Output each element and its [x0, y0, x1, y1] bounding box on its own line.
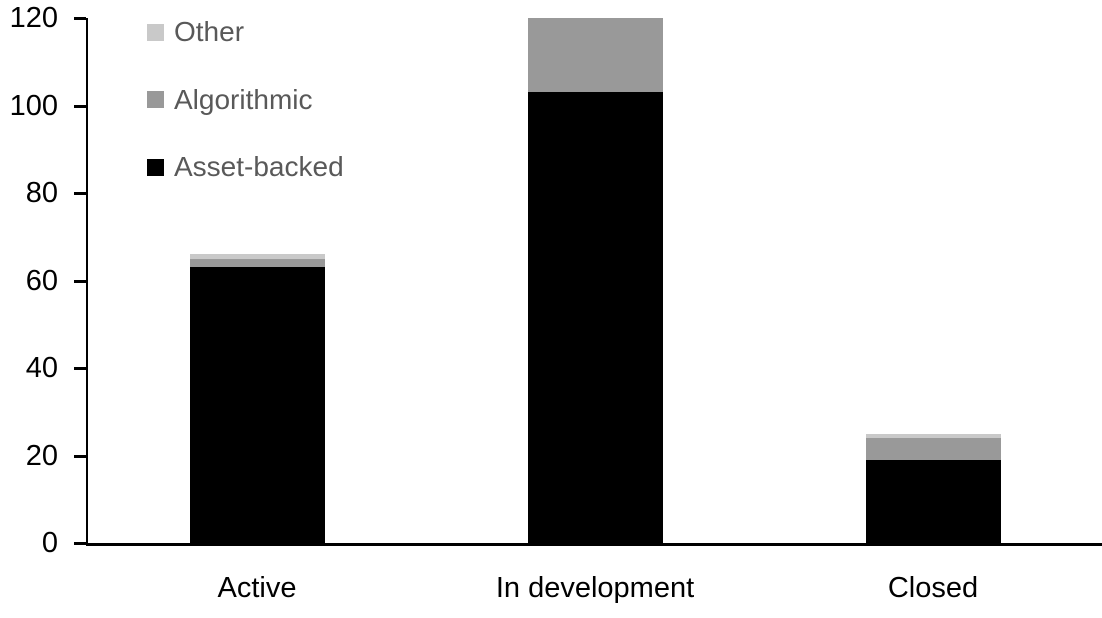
bar-segment-asset-backed [527, 92, 663, 543]
x-axis-category-label: Active [217, 572, 297, 604]
y-axis-tick-label: 80 [25, 177, 58, 209]
legend-item-algorithmic: Algorithmic [147, 83, 313, 115]
bar-segment-other [865, 433, 1001, 438]
y-axis-tick-mark [74, 454, 86, 458]
y-axis-tick-mark [74, 17, 86, 20]
bar-segment-algorithmic [189, 258, 325, 268]
legend-item-asset-backed: Asset-backed [147, 151, 344, 182]
x-axis-line [86, 543, 1102, 546]
y-axis-tick-label: 40 [25, 352, 58, 384]
bar-segment-asset-backed [189, 267, 325, 543]
y-axis-tick-mark [74, 279, 86, 283]
legend-label: Asset-backed [174, 151, 344, 182]
bar-segment-other [189, 254, 325, 259]
legend-swatch-icon [147, 23, 164, 41]
bar-segment-asset-backed [865, 459, 1001, 543]
legend-label: Algorithmic [174, 83, 313, 115]
bar-segment-algorithmic [865, 438, 1001, 460]
y-axis-line [86, 18, 88, 546]
legend-swatch-icon [147, 158, 164, 176]
legend-swatch-icon [147, 91, 164, 108]
y-axis-tick-label: 60 [25, 264, 58, 297]
y-axis-tick-label: 100 [9, 89, 58, 122]
y-axis-tick-mark [74, 542, 86, 545]
x-axis-category-label: Closed [887, 572, 979, 604]
y-axis-tick-mark [74, 367, 86, 370]
y-axis-tick-mark [74, 104, 86, 108]
legend-label: Other [174, 16, 245, 47]
y-axis-tick-label: 20 [25, 439, 58, 472]
legend-item-other: Other [147, 16, 245, 47]
y-axis-tick-label: 0 [41, 527, 58, 559]
y-axis-tick-label: 120 [9, 2, 58, 34]
x-axis-category-label: In development [495, 572, 695, 604]
bar-segment-algorithmic [527, 18, 663, 93]
y-axis-tick-mark [74, 192, 86, 195]
